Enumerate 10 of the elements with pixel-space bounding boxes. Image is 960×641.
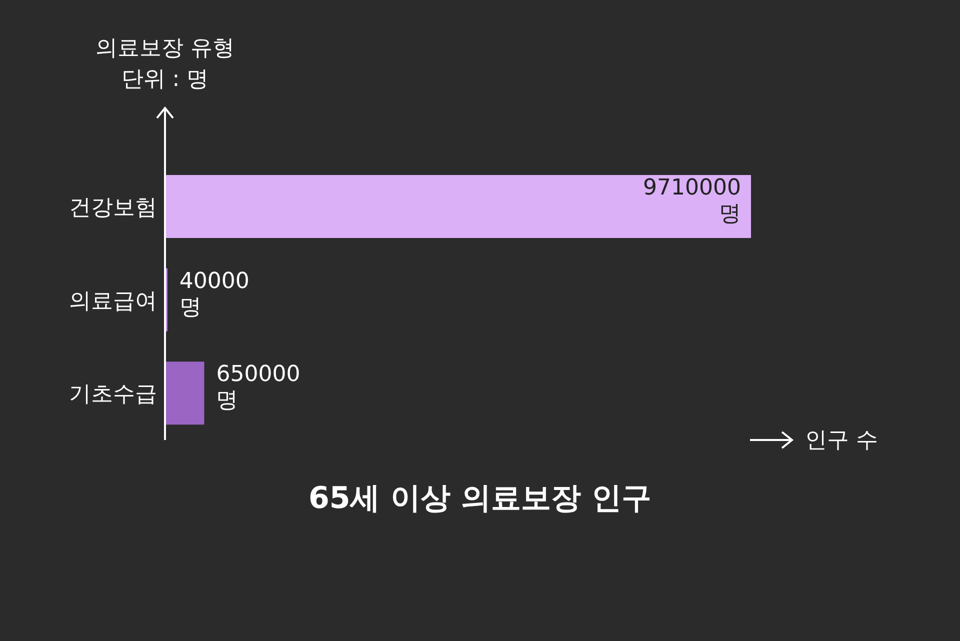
y-tick-label: 기초수급 <box>69 382 157 408</box>
text: 65세 이상 의료보장 인구 <box>307 480 653 518</box>
data-label: 650000 명 <box>216 362 300 414</box>
y-axis-title: 의료보장 유형 <box>94 35 236 63</box>
y-tick-label: 의료급여 <box>69 288 157 314</box>
data-label: 40000 명 <box>179 268 250 320</box>
text: 단위 : 명 <box>120 66 210 94</box>
y-tick-label: 건강보험 <box>69 195 157 220</box>
x-axis-title: 인구 수 <box>805 427 878 455</box>
data-label: 9710000 명 <box>643 176 741 226</box>
